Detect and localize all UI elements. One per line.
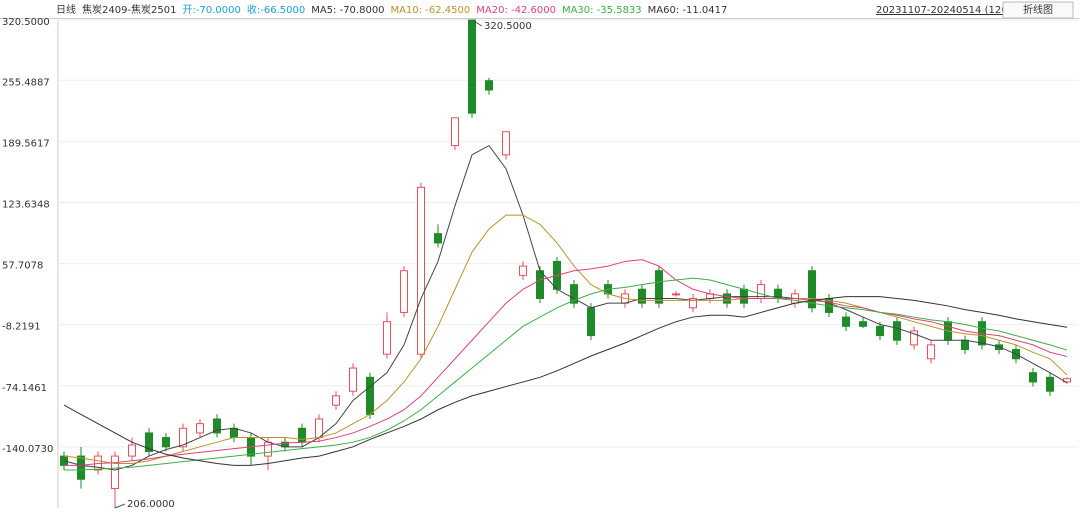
candle-body: [468, 19, 476, 114]
header-item: 开:-70.0000: [183, 5, 241, 16]
y-tick-label: 189.5617: [2, 138, 50, 149]
candle-body: [808, 270, 816, 309]
ma-line: [64, 277, 1068, 471]
candle-body: [672, 293, 680, 296]
candle-body: [332, 395, 340, 406]
ma-line: [64, 259, 1068, 466]
annotation: 206.0000: [127, 499, 175, 510]
candle-body: [434, 233, 442, 244]
candle-body: [961, 339, 969, 351]
y-tick-label: 320.5000: [2, 17, 50, 28]
header-item: 收:-66.5000: [247, 3, 305, 16]
candle-body: [77, 455, 85, 480]
header-item: MA10: -62.4500: [391, 5, 471, 16]
header-item: 焦炭2409-焦炭2501: [82, 3, 177, 16]
header-item: MA5: -70.8000: [311, 5, 384, 16]
line-chart-button[interactable]: 折线图: [1023, 3, 1053, 16]
candle-body: [196, 423, 204, 434]
candle-body: [145, 432, 153, 452]
annotation-pointer: [471, 19, 483, 27]
button-frame[interactable]: [1002, 1, 1074, 19]
header-item: 日线: [56, 3, 76, 16]
candle-body: [230, 427, 238, 439]
candle-body: [1029, 372, 1037, 383]
candle-body: [349, 367, 357, 392]
candle-body: [570, 284, 578, 304]
candle-body: [213, 418, 221, 434]
candle-body: [111, 455, 119, 490]
ma-line: [63, 214, 1068, 465]
candle-body: [417, 186, 425, 355]
y-tick-label: -140.0730: [2, 444, 53, 455]
header-item: MA20: -42.6000: [476, 5, 556, 16]
candle-body: [128, 444, 136, 457]
annotation-pointer: [114, 503, 126, 509]
candle-body: [383, 321, 391, 355]
candle-body: [1046, 376, 1054, 392]
ma-line: [63, 296, 1068, 466]
date-range: 20231107-20240514 (120): [876, 5, 1012, 16]
header-item: MA30: -35.5833: [562, 5, 642, 16]
candle-body: [298, 427, 306, 443]
candle-body: [179, 427, 187, 448]
candle-body: [859, 321, 867, 327]
candle-body: [502, 131, 510, 156]
candle-body: [638, 288, 646, 304]
y-tick-label: -8.2191: [2, 322, 41, 333]
candle-body: [842, 316, 850, 327]
candle-body: [723, 293, 731, 304]
header-item: MA60: -11.0417: [648, 5, 728, 16]
candle-body: [689, 298, 697, 309]
candle-body: [927, 344, 935, 360]
candle-body: [400, 270, 408, 313]
y-tick-label: 57.7078: [2, 261, 43, 272]
candle-body: [536, 270, 544, 300]
annotation: 320.5000: [484, 21, 532, 32]
candle-body: [876, 325, 884, 337]
ma-line: [63, 144, 1068, 471]
candle-body: [910, 330, 918, 346]
candle-body: [485, 80, 493, 91]
y-tick-label: 123.6348: [2, 199, 50, 210]
candle-body: [162, 437, 170, 448]
candle-body: [655, 270, 663, 304]
candle-body: [893, 321, 901, 341]
y-tick-label: -74.1461: [2, 383, 47, 394]
candle-body: [451, 117, 459, 147]
candle-body: [519, 265, 527, 276]
candle-body: [315, 418, 323, 439]
candle-body: [587, 307, 595, 337]
candle-body: [366, 376, 374, 415]
y-tick-label: 255.4887: [2, 77, 50, 88]
